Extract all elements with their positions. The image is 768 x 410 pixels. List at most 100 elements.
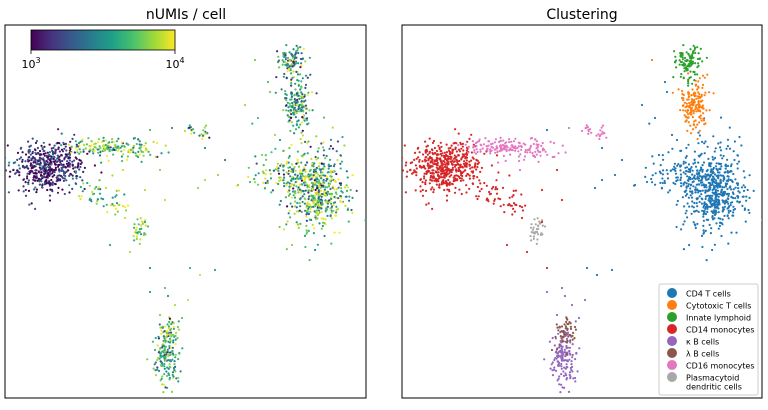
- cell-point: [307, 191, 310, 194]
- cell-point: [562, 336, 565, 339]
- cell-point: [687, 93, 690, 96]
- cell-point: [297, 126, 300, 129]
- cell-point: [314, 175, 317, 178]
- cell-point: [344, 195, 347, 198]
- cell-point: [297, 191, 300, 194]
- cell-point: [476, 197, 479, 201]
- cell-point: [60, 169, 63, 173]
- cell-point: [421, 194, 425, 197]
- cell-point: [295, 221, 298, 224]
- cell-point: [666, 177, 670, 180]
- cell-point: [276, 168, 279, 171]
- cell-point: [700, 119, 703, 122]
- cell-point: [702, 117, 705, 120]
- cell-point: [675, 225, 678, 229]
- cell-point: [690, 132, 693, 135]
- cell-point: [725, 179, 728, 182]
- cell-point: [558, 383, 561, 386]
- cell-point: [700, 193, 703, 196]
- cell-point: [129, 148, 132, 151]
- cell-point: [680, 72, 683, 76]
- cell-point: [305, 206, 308, 209]
- cell-point: [126, 155, 129, 158]
- cell-point: [492, 185, 495, 189]
- cell-point: [340, 190, 343, 193]
- cell-point: [684, 156, 687, 159]
- cell-point: [690, 110, 693, 113]
- cell-point: [161, 325, 164, 328]
- cell-point: [294, 88, 297, 91]
- cell-point: [426, 153, 429, 156]
- cell-point: [308, 175, 311, 178]
- cell-point: [105, 139, 108, 142]
- cell-point: [694, 84, 697, 87]
- cell-point: [304, 60, 307, 63]
- cell-point: [702, 224, 705, 227]
- cell-point: [709, 174, 712, 177]
- cell-point: [526, 151, 529, 154]
- cell-point: [556, 326, 559, 329]
- cell-point: [502, 203, 505, 206]
- cell-point: [254, 181, 257, 184]
- cell-point: [54, 166, 58, 169]
- cell-point: [712, 92, 715, 95]
- legend-marker: [667, 300, 677, 310]
- cell-point: [74, 140, 77, 143]
- cell-point: [552, 141, 556, 145]
- cell-point: [423, 172, 426, 175]
- cell-point: [439, 169, 442, 172]
- cell-point: [686, 129, 689, 132]
- cell-point: [304, 198, 307, 201]
- cell-point: [533, 218, 536, 221]
- cell-point: [429, 155, 432, 158]
- cell-point: [68, 149, 71, 152]
- cell-point: [78, 158, 81, 161]
- cell-point: [116, 145, 119, 148]
- cell-point: [74, 182, 77, 185]
- cell-point: [532, 154, 535, 157]
- cell-point: [460, 177, 463, 180]
- cell-point: [419, 185, 422, 188]
- cell-point: [57, 128, 60, 131]
- cell-point: [301, 195, 304, 198]
- cell-point: [30, 202, 33, 205]
- cell-point: [553, 366, 556, 369]
- cell-point: [327, 185, 331, 188]
- cell-point: [529, 146, 532, 149]
- cell-point: [139, 238, 142, 241]
- cell-point: [511, 145, 514, 148]
- cell-point: [298, 202, 301, 205]
- cell-point: [270, 151, 273, 154]
- cell-point: [43, 176, 46, 179]
- cell-point: [685, 185, 688, 188]
- cell-point: [346, 208, 349, 211]
- cell-point: [406, 170, 409, 173]
- cell-point: [106, 146, 109, 149]
- cell-point: [415, 174, 418, 177]
- cell-point: [667, 191, 670, 194]
- cell-point: [691, 192, 694, 195]
- cell-point: [693, 158, 696, 161]
- cell-point: [335, 196, 338, 200]
- cell-point: [57, 163, 60, 167]
- cell-point: [720, 191, 723, 194]
- cell-point: [112, 153, 115, 156]
- cell-point: [61, 188, 64, 191]
- cell-point: [90, 200, 93, 203]
- cell-point: [157, 335, 160, 338]
- cell-point: [42, 169, 45, 172]
- cell-point: [266, 181, 269, 185]
- cell-point: [286, 220, 289, 223]
- cell-point: [499, 136, 502, 139]
- legend-box: [658, 283, 759, 396]
- cell-point: [454, 186, 457, 189]
- cell-point: [571, 370, 574, 373]
- cell-point: [683, 205, 686, 208]
- cell-point: [723, 186, 726, 189]
- cell-point: [702, 232, 705, 235]
- cell-point: [168, 374, 171, 377]
- cell-point: [501, 186, 505, 189]
- cell-point: [426, 170, 429, 173]
- cell-point: [32, 178, 35, 181]
